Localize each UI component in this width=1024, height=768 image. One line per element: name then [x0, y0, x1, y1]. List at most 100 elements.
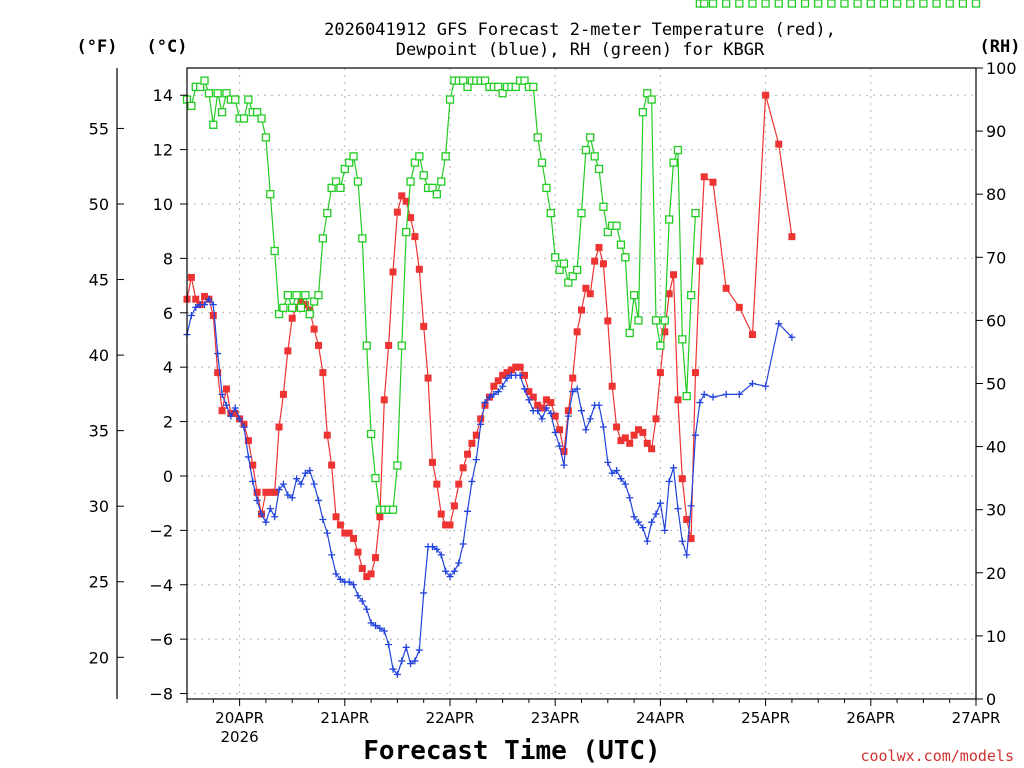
rh-point: RH: 92: [239, 114, 249, 123]
dewpoint-point: Dewpoint: -3.2: [455, 559, 463, 567]
temperature-point: Temperature: 4: [516, 363, 524, 371]
temperature-point: Temperature: 1.7: [556, 426, 564, 434]
rh-point: RH: 82: [331, 177, 341, 186]
rh-point: RH: 58: [625, 328, 634, 338]
fahrenheit-unit-label: (°F): [77, 37, 118, 57]
temperature-point: Temperature: 7.6: [415, 265, 423, 273]
rh-point: RH: 95: [445, 95, 455, 104]
dewpoint-point: Dewpoint: 6.3: [209, 301, 217, 309]
temperature-point: Temperature: 2.4: [218, 407, 226, 415]
temperature-point: Temperature: 0.9: [560, 447, 568, 455]
rh-point: RH: 84: [340, 164, 349, 174]
rh-point: RH: 96: [643, 89, 652, 98]
rh-point: RH: 81: [542, 183, 551, 193]
rh-point: RH: 68: [572, 265, 582, 275]
rh-point: RH: 56: [656, 341, 665, 350]
rh-tick-label: 0: [986, 690, 996, 709]
rh-point: RH: undefined: [892, 0, 902, 8]
dewpoint-point: Dewpoint: -2.9: [328, 551, 336, 559]
dewpoint-point: Dewpoint: -0.8: [626, 494, 634, 502]
temperature-point: Temperature: -2.1: [341, 529, 349, 537]
rh-point: RH: 89: [261, 133, 271, 142]
rh-line: [186, 79, 697, 511]
fahrenheit-tick-label: 20: [89, 648, 109, 667]
temperature-point: Temperature: 2.8: [380, 396, 388, 404]
dewpoint-point: Dewpoint: 3.2: [521, 385, 529, 393]
temperature-point: Temperature: -2.3: [687, 535, 695, 543]
dewpoint-point: Dewpoint: -1: [656, 499, 664, 507]
temperature-point: Temperature: 1.5: [323, 431, 331, 439]
dewpoint-point: Dewpoint: -4.9: [363, 605, 371, 613]
dewpoint-point: Dewpoint: -1.6: [319, 515, 327, 523]
dewpoint-point: Dewpoint: 0.2: [613, 467, 621, 475]
series-dewpoint: Dewpoint: 5.2Dewpoint: 5.9Dewpoint: 6.2D…: [184, 295, 796, 679]
temperature-point: Temperature: 9.5: [407, 214, 415, 222]
temperature-point: Temperature: 5.8: [288, 314, 296, 322]
temperature-point: Temperature: -0.3: [455, 480, 463, 488]
temperature-point: Temperature: 12.2: [775, 140, 783, 148]
fahrenheit-tick-label: 30: [89, 497, 109, 516]
dewpoint-point: Dewpoint: -1.4: [258, 510, 266, 518]
x-tick-label: 25APR: [741, 709, 790, 727]
temperature-point: Temperature: 3.8: [319, 369, 327, 377]
series-rh: RH: 95RH: 94RH: 97RH: 97RH: 98RH: 96RH: …: [182, 0, 981, 514]
rh-point: RH: 57: [678, 335, 687, 344]
rh-point: RH: undefined: [787, 0, 797, 8]
rh-point: RH: 64: [301, 291, 310, 300]
temperature-point: Temperature: 5.9: [209, 312, 217, 320]
rh-point: RH: undefined: [814, 0, 823, 8]
rh-point: RH: 70: [621, 253, 630, 262]
temperature-point: Temperature: 6.1: [578, 306, 585, 314]
rh-point: RH: 62: [288, 303, 297, 312]
temperature-point: Temperature: 4.8: [385, 341, 393, 349]
dewpoint-point: Dewpoint: 2.4: [578, 407, 585, 415]
rh-point: RH: 92: [257, 114, 266, 123]
temperature-point: Temperature: 3.2: [222, 385, 230, 393]
dewpoint-point: Dewpoint: 2.1: [586, 415, 594, 423]
rh-unit-label: (RH): [980, 37, 1021, 57]
dewpoint-point: Dewpoint: 0.2: [306, 467, 314, 475]
rh-point: RH: 77: [577, 208, 586, 218]
dewpoint-point: Dewpoint: -0.3: [621, 480, 629, 488]
dewpoint-point: Dewpoint: 1.6: [551, 428, 559, 436]
dewpoint-point: Dewpoint: 6.5: [205, 295, 213, 303]
rh-point: RH: 61: [274, 309, 284, 319]
temperature-point: Temperature: 7.5: [389, 268, 397, 276]
rh-point: RH: 60: [660, 316, 669, 325]
rh-point: RH: undefined: [748, 0, 757, 8]
temperature-point: Temperature: 3.9: [507, 366, 515, 374]
dewpoint-point: Dewpoint: -6.8: [411, 657, 419, 665]
dewpoint-point: Dewpoint: -2.9: [683, 551, 691, 559]
temperature-point: Temperature: 0.4: [249, 461, 257, 469]
temperature-point: Temperature: 1.7: [634, 426, 642, 434]
dewpoint-point: Dewpoint: -1.2: [266, 505, 274, 513]
rh-point: RH: 98: [458, 76, 468, 85]
dewpoint-point: Dewpoint: 3: [722, 390, 730, 398]
temperature-point: Temperature: 6.2: [735, 303, 743, 311]
dewpoint-point: Dewpoint: 2.5: [542, 404, 550, 412]
temperature-point: Temperature: 2.8: [542, 396, 550, 404]
rh-point: RH: 80: [266, 190, 275, 199]
rh-point: RH: 96: [498, 89, 507, 98]
rh-point: RH: 82: [353, 177, 363, 186]
dewpoint-point: Dewpoint: 2.1: [538, 415, 546, 423]
rh-tick-label: 70: [986, 248, 1006, 267]
dewpoint-point: Dewpoint: 2.1: [236, 415, 244, 423]
rh-point: RH: undefined: [958, 0, 967, 8]
dewpoint-point: Dewpoint: -1.5: [271, 513, 279, 521]
temperature-point: Temperature: -0.6: [253, 488, 261, 496]
dewpoint-point: Dewpoint: -0.2: [665, 477, 673, 485]
dewpoint-point: Dewpoint: 1.8: [240, 423, 248, 431]
dewpoint-point: Dewpoint: -4: [350, 581, 358, 589]
dewpoint-point: Dewpoint: -3.5: [442, 567, 450, 575]
temperature-point: Temperature: 6.9: [722, 284, 730, 292]
dewpoint-point: Dewpoint: -5.5: [371, 622, 379, 630]
dewpoint-point: Dewpoint: -3.9: [345, 578, 353, 586]
dewpoint-point: Dewpoint: -3.5: [450, 567, 458, 575]
rh-point: RH: 35: [371, 473, 380, 483]
temperature-point: Temperature: -3.7: [363, 573, 371, 581]
dewpoint-point: Dewpoint: 5.6: [775, 320, 783, 328]
temperature-point: Temperature: 3.8: [656, 369, 664, 377]
rh-point: RH: 97: [463, 82, 472, 92]
